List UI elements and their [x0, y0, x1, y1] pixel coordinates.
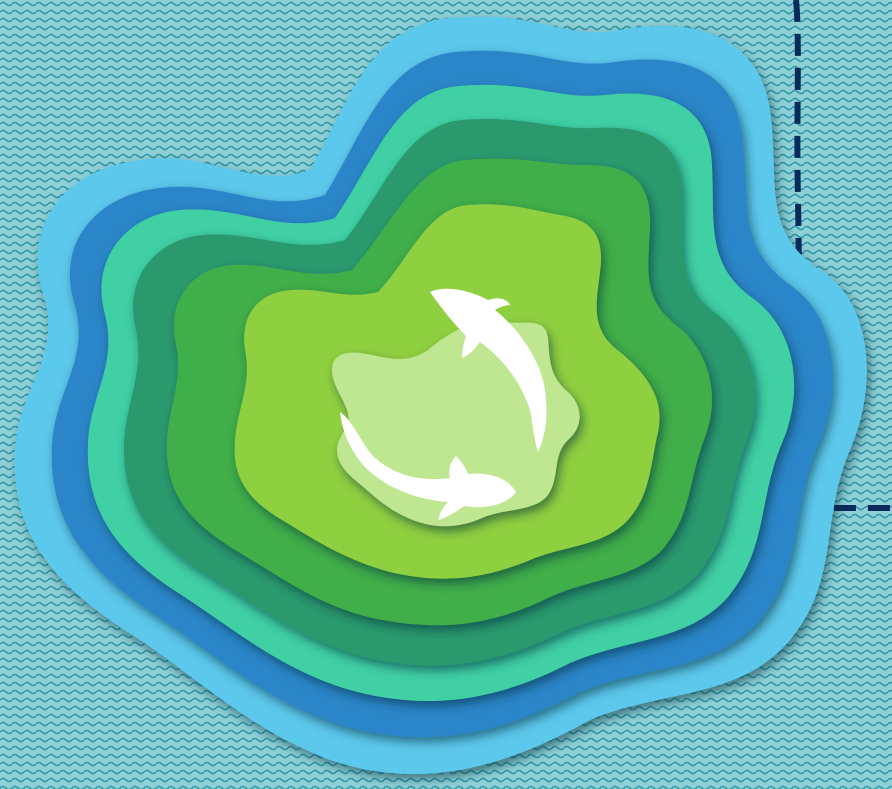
fish-icon: [340, 412, 516, 520]
dashed-border: [793, 0, 892, 511]
fish-pair: [340, 288, 547, 520]
paper-layers: [14, 16, 867, 775]
fish-icon: [430, 288, 547, 452]
